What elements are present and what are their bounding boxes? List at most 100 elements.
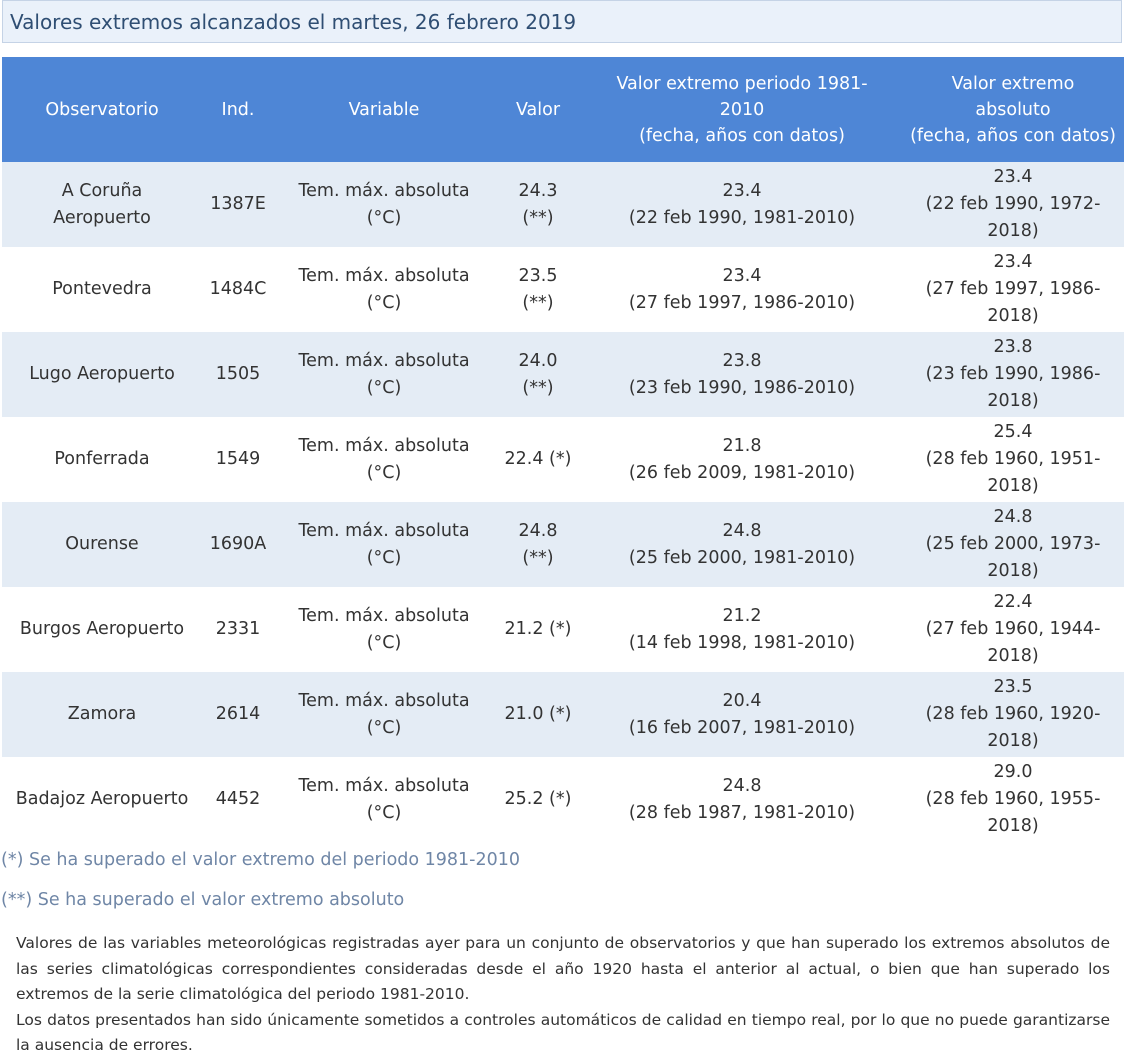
cell-valor: 21.2 (*) — [494, 587, 582, 672]
cell-ind-text: 4452 — [215, 789, 261, 809]
cell-extremo-absoluto-line: 29.0 — [993, 762, 1033, 782]
cell-observatorio: A Coruña Aeropuerto — [2, 162, 202, 247]
cell-extremo-absoluto: 23.8 (23 feb 1990, 1986- 2018) — [902, 332, 1124, 417]
cell-variable-line: Tem. máx. absoluta — [298, 180, 470, 201]
table-row: Zamora 2614 Tem. máx. absoluta (°C) 21.0 (*)… — [2, 672, 1124, 757]
table-row: A Coruña Aeropuerto 1387E Tem. máx. absolut… — [2, 162, 1124, 247]
header-variable: Variable — [274, 57, 494, 162]
cell-variable-line: (°C) — [366, 547, 402, 568]
cell-ind: 1387E — [202, 162, 274, 247]
cell-ind: 1505 — [202, 332, 274, 417]
cell-ind-text: 1690A — [209, 534, 267, 554]
cell-extremo-absoluto-line: (27 feb 1960, 1944- — [925, 619, 1101, 639]
cell-extremo-absoluto-line: 2018) — [987, 221, 1039, 241]
cell-valor-line: 24.8 — [518, 520, 558, 541]
cell-variable-line: (°C) — [366, 802, 402, 823]
description-paragraph-1: Valores de las variables meteorológicas … — [16, 934, 1110, 1003]
cell-extremo-absoluto: 23.5 (28 feb 1960, 1920- 2018) — [902, 672, 1124, 757]
cell-ind: 2331 — [202, 587, 274, 672]
cell-extremo-absoluto-line: (28 feb 1960, 1955- — [925, 789, 1101, 809]
cell-valor-line: 24.3 — [518, 180, 558, 201]
cell-variable-line: Tem. máx. absoluta — [298, 435, 470, 456]
cell-ind: 1549 — [202, 417, 274, 502]
cell-extremo-absoluto-line: 2018) — [987, 816, 1039, 836]
cell-observatorio: Badajoz Aeropuerto — [2, 757, 202, 842]
cell-ind-text: 1484C — [209, 279, 267, 299]
cell-extremo-periodo: 20.4 (16 feb 2007, 1981-2010) — [582, 672, 902, 757]
header-ind: Ind. — [202, 57, 274, 162]
cell-extremo-absoluto-line: 2018) — [987, 306, 1039, 326]
cell-variable-line: (°C) — [366, 377, 402, 398]
cell-valor: 25.2 (*) — [494, 757, 582, 842]
header-observatorio: Observatorio — [2, 57, 202, 162]
cell-extremo-periodo-line: (23 feb 1990, 1986-2010) — [628, 377, 856, 398]
cell-variable-line: Tem. máx. absoluta — [298, 690, 470, 711]
table-row: Pontevedra 1484C Tem. máx. absoluta (°C) 23.… — [2, 247, 1124, 332]
cell-valor-line: (**) — [522, 547, 554, 568]
cell-valor-line: 21.2 (*) — [504, 619, 572, 639]
cell-variable: Tem. máx. absoluta (°C) — [274, 757, 494, 842]
cell-observatorio-line: Zamora — [67, 704, 137, 724]
cell-extremo-periodo-line: 24.8 — [722, 520, 762, 541]
cell-observatorio-line: Pontevedra — [52, 279, 152, 299]
cell-ind-text: 1549 — [215, 449, 261, 469]
cell-extremo-absoluto-line: (23 feb 1990, 1986- — [925, 364, 1101, 384]
cell-valor: 24.0 (**) — [494, 332, 582, 417]
cell-variable-line: Tem. máx. absoluta — [298, 775, 470, 796]
cell-extremo-periodo-line: (26 feb 2009, 1981-2010) — [628, 462, 856, 483]
cell-extremo-absoluto: 22.4 (27 feb 1960, 1944- 2018) — [902, 587, 1124, 672]
table-row: Lugo Aeropuerto 1505 Tem. máx. absoluta (°C… — [2, 332, 1124, 417]
extremes-table: Observatorio Ind. Variable Valor Valor e… — [2, 57, 1124, 842]
cell-observatorio-line: Badajoz Aeropuerto — [15, 789, 189, 809]
cell-extremo-absoluto: 23.4 (22 feb 1990, 1972- 2018) — [902, 162, 1124, 247]
cell-observatorio-line: A Coruña — [61, 180, 143, 201]
cell-extremo-periodo-line: (16 feb 2007, 1981-2010) — [628, 717, 856, 738]
cell-extremo-periodo: 23.4 (27 feb 1997, 1986-2010) — [582, 247, 902, 332]
cell-valor-line: (**) — [522, 207, 554, 228]
cell-extremo-periodo-line: 23.4 — [722, 265, 762, 286]
table-header-row: Observatorio Ind. Variable Valor Valor e… — [2, 57, 1124, 162]
footnote-double-star: (**) Se ha superado el valor extremo abs… — [1, 890, 405, 910]
cell-variable: Tem. máx. absoluta (°C) — [274, 587, 494, 672]
cell-variable-line: (°C) — [366, 207, 402, 228]
cell-extremo-absoluto-line: 23.8 — [993, 337, 1033, 357]
cell-valor: 24.3 (**) — [494, 162, 582, 247]
cell-variable: Tem. máx. absoluta (°C) — [274, 247, 494, 332]
cell-extremo-absoluto-line: 24.8 — [993, 507, 1033, 527]
cell-observatorio-line: Ponferrada — [54, 449, 150, 469]
cell-ind: 1690A — [202, 502, 274, 587]
description: Valores de las variables meteorológicas … — [16, 931, 1110, 1059]
cell-ind: 2614 — [202, 672, 274, 757]
cell-ind-text: 1387E — [210, 194, 266, 214]
cell-extremo-periodo-line: 23.8 — [722, 350, 762, 371]
cell-valor-line: 23.5 — [518, 265, 558, 286]
cell-variable: Tem. máx. absoluta (°C) — [274, 417, 494, 502]
cell-extremo-absoluto-line: (28 feb 1960, 1920- — [925, 704, 1101, 724]
cell-observatorio: Ponferrada — [2, 417, 202, 502]
cell-extremo-absoluto-line: 23.5 — [993, 677, 1033, 697]
cell-extremo-absoluto: 23.4 (27 feb 1997, 1986- 2018) — [902, 247, 1124, 332]
table-row: Ponferrada 1549 Tem. máx. absoluta (°C) 22.4… — [2, 417, 1124, 502]
cell-variable: Tem. máx. absoluta (°C) — [274, 672, 494, 757]
cell-extremo-absoluto-line: (25 feb 2000, 1973- — [925, 534, 1101, 554]
cell-ind: 1484C — [202, 247, 274, 332]
cell-extremo-periodo-line: (22 feb 1990, 1981-2010) — [628, 207, 856, 228]
cell-observatorio: Lugo Aeropuerto — [2, 332, 202, 417]
cell-extremo-periodo-line: 24.8 — [722, 775, 762, 796]
cell-extremo-absoluto-line: 22.4 — [993, 592, 1033, 612]
cell-variable-line: Tem. máx. absoluta — [298, 605, 470, 626]
table-body: A Coruña Aeropuerto 1387E Tem. máx. absolut… — [2, 162, 1124, 842]
cell-extremo-absoluto: 29.0 (28 feb 1960, 1955- 2018) — [902, 757, 1124, 842]
table-row: Ourense 1690A Tem. máx. absoluta (°C) 24.8 (*… — [2, 502, 1124, 587]
cell-variable: Tem. máx. absoluta (°C) — [274, 502, 494, 587]
cell-variable-line: Tem. máx. absoluta — [298, 265, 470, 286]
cell-variable: Tem. máx. absoluta (°C) — [274, 332, 494, 417]
cell-extremo-periodo: 21.2 (14 feb 1998, 1981-2010) — [582, 587, 902, 672]
footnote-single-star: (*) Se ha superado el valor extremo del … — [1, 850, 521, 870]
cell-extremo-periodo-line: (25 feb 2000, 1981-2010) — [628, 547, 856, 568]
cell-valor-line: (**) — [522, 292, 554, 313]
cell-extremo-periodo-line: (27 feb 1997, 1986-2010) — [628, 292, 856, 313]
cell-observatorio-line: Aeropuerto — [53, 207, 151, 228]
table-row: Burgos Aeropuerto 2331 Tem. máx. absoluta (… — [2, 587, 1124, 672]
cell-valor: 24.8 (**) — [494, 502, 582, 587]
